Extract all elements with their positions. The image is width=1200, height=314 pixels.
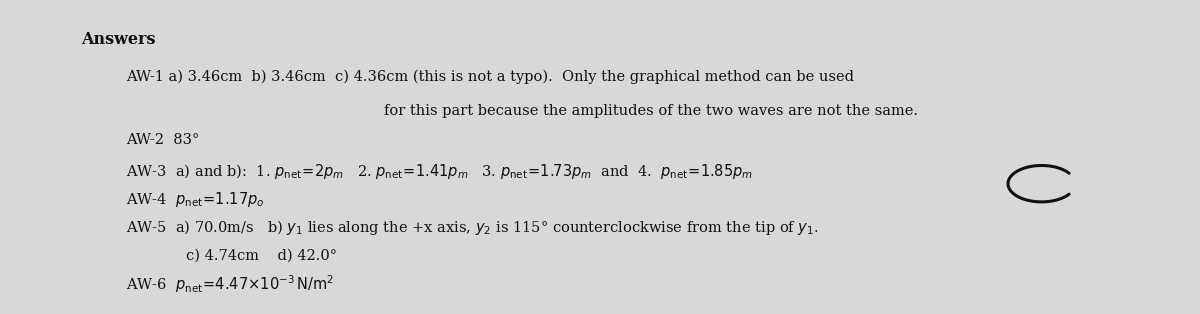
- Text: AW-4  $p_{\mathrm{net}}\!=\!1.17p_{o}$: AW-4 $p_{\mathrm{net}}\!=\!1.17p_{o}$: [126, 190, 265, 209]
- Text: for this part because the amplitudes of the two waves are not the same.: for this part because the amplitudes of …: [384, 105, 918, 118]
- Text: AW-5  a) 70.0m/s   b) $y_{1}$ lies along the +x axis, $y_{2}$ is 115° counterclo: AW-5 a) 70.0m/s b) $y_{1}$ lies along th…: [126, 218, 818, 237]
- Text: AW-2  83°: AW-2 83°: [126, 133, 199, 147]
- Text: AW-6  $p_{\mathrm{net}}\!=\!4.47{\times}10^{-3}\,\mathrm{N/m}^{2}$: AW-6 $p_{\mathrm{net}}\!=\!4.47{\times}1…: [126, 273, 334, 295]
- Text: AW-3  a) and b):  1. $p_{\mathrm{net}}\!=\!2p_{m}$   2. $p_{\mathrm{net}}\!=\!1.: AW-3 a) and b): 1. $p_{\mathrm{net}}\!=\…: [126, 162, 752, 181]
- Text: c) 4.74cm    d) 42.0°: c) 4.74cm d) 42.0°: [186, 249, 337, 263]
- Text: Answers: Answers: [82, 31, 156, 48]
- Text: AW-1 a) 3.46cm  b) 3.46cm  c) 4.36cm (this is not a typo).  Only the graphical m: AW-1 a) 3.46cm b) 3.46cm c) 4.36cm (this…: [126, 70, 854, 84]
